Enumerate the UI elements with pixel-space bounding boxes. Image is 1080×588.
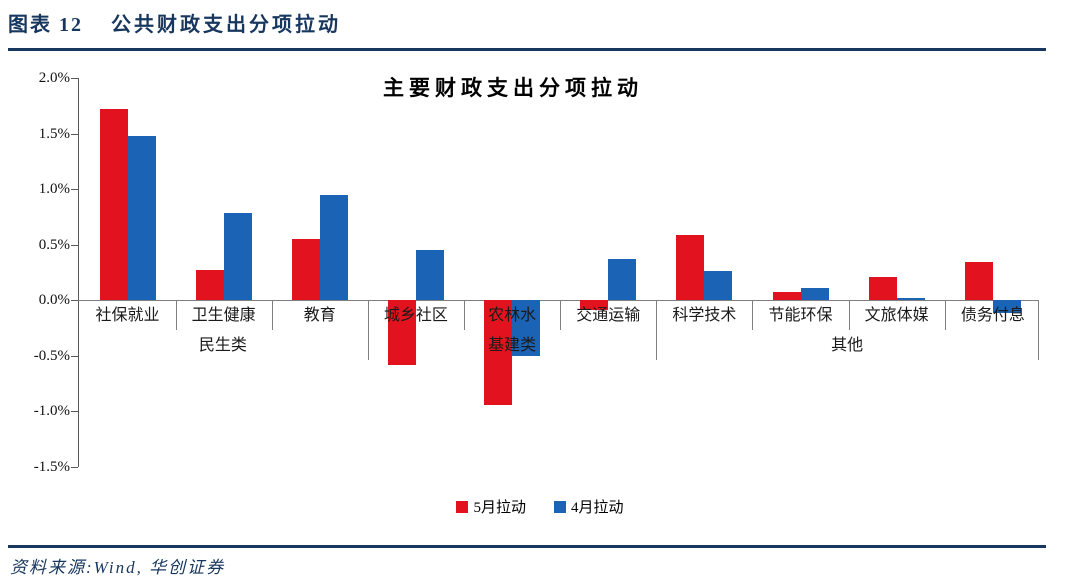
group-label-其他: 其他	[831, 337, 864, 354]
y-tick-label: -0.5%	[33, 347, 70, 364]
bar-4月拉动-债务付息	[992, 300, 1021, 314]
legend-label: 5月拉动	[473, 500, 526, 516]
bar-5月拉动-文旅体媒	[868, 276, 897, 300]
y-tick-mark	[71, 244, 78, 246]
y-axis	[78, 78, 79, 467]
y-tick-label: 1.0%	[38, 181, 70, 197]
bar-5月拉动-节能环保	[772, 292, 801, 300]
category-tick-line	[752, 300, 754, 330]
y-tick-label: 0.5%	[38, 236, 70, 253]
y-tick-mark	[71, 466, 78, 468]
group-boundary-line	[1038, 300, 1039, 360]
figure-number: 图表 12	[8, 14, 83, 36]
y-tick-label: -1.0%	[33, 403, 70, 419]
category-label-文旅体媒: 文旅体媒	[864, 307, 929, 324]
figure-title: 公共财政支出分项拉动	[111, 14, 341, 36]
legend-item-5月拉动: 5月拉动	[456, 496, 526, 517]
bar-5月拉动-债务付息	[964, 262, 993, 300]
y-tick-mark	[71, 133, 78, 135]
bar-5月拉动-交通运输	[580, 300, 609, 310]
legend-item-4月拉动: 4月拉动	[554, 496, 624, 517]
bar-4月拉动-卫生健康	[223, 213, 252, 300]
bar-5月拉动-农林水	[484, 300, 513, 406]
category-tick-line	[464, 300, 466, 330]
bar-4月拉动-文旅体媒	[896, 297, 925, 300]
y-tick-label: 0.0%	[38, 292, 70, 308]
y-tick-label: -1.5%	[33, 458, 70, 475]
bar-4月拉动-社保就业	[127, 135, 156, 300]
header-divider	[8, 48, 1046, 51]
x-axis-zero-line	[78, 300, 1038, 301]
y-tick-mark	[71, 189, 78, 190]
group-label-民生类: 民生类	[198, 337, 247, 354]
bar-5月拉动-城乡社区	[387, 300, 416, 366]
y-tick-label: 1.5%	[38, 125, 70, 142]
category-tick-line	[175, 300, 177, 330]
legend-swatch-icon	[554, 500, 566, 513]
bar-5月拉动-社保就业	[99, 109, 128, 300]
category-label-卫生健康: 卫生健康	[191, 307, 256, 324]
y-tick-mark	[71, 78, 78, 79]
y-tick-mark	[71, 411, 78, 412]
footer-divider	[8, 545, 1046, 548]
chart-legend: 5月拉动 4月拉动	[0, 496, 1080, 517]
source-note: 资料来源:Wind, 华创证券	[10, 558, 226, 577]
category-label-科学技术: 科学技术	[672, 307, 737, 324]
bar-chart: 主要财政支出分项拉动 2.0% 1.5% 1.0% 0.5% 0.0% -0.5% -1.0…	[0, 52, 1080, 542]
category-label-教育: 教育	[303, 307, 336, 324]
category-tick-line	[848, 300, 850, 330]
bar-4月拉动-教育	[319, 194, 348, 300]
chart-title: 主要财政支出分项拉动	[383, 76, 643, 100]
bar-5月拉动-教育	[291, 238, 320, 300]
y-tick-mark	[71, 355, 78, 357]
bar-4月拉动-城乡社区	[415, 250, 444, 300]
legend-swatch-icon	[456, 500, 469, 513]
y-tick-label: 2.0%	[38, 70, 70, 86]
category-tick-line	[560, 300, 562, 330]
bar-4月拉动-交通运输	[608, 258, 637, 300]
category-tick-line	[271, 300, 273, 330]
bar-4月拉动-农林水	[512, 300, 541, 356]
category-label-社保就业: 社保就业	[95, 307, 160, 324]
category-tick-line	[944, 300, 946, 330]
figure-header: 图表 12 公共财政支出分项拉动	[8, 8, 1068, 42]
category-label-农林水: 农林水	[488, 307, 537, 324]
bar-5月拉动-科学技术	[676, 234, 705, 300]
category-label-交通运输: 交通运输	[576, 307, 641, 324]
category-label-债务付息: 债务付息	[960, 307, 1025, 324]
y-tick-mark	[71, 300, 78, 301]
legend-label: 4月拉动	[571, 500, 624, 516]
category-label-节能环保: 节能环保	[768, 307, 833, 324]
bar-4月拉动-科学技术	[704, 271, 733, 300]
group-boundary-line	[656, 300, 658, 360]
bar-4月拉动-节能环保	[800, 287, 829, 300]
category-label-城乡社区: 城乡社区	[383, 307, 448, 324]
group-label-基建类: 基建类	[488, 337, 537, 354]
bar-5月拉动-卫生健康	[195, 270, 224, 300]
group-boundary-line	[367, 300, 369, 360]
